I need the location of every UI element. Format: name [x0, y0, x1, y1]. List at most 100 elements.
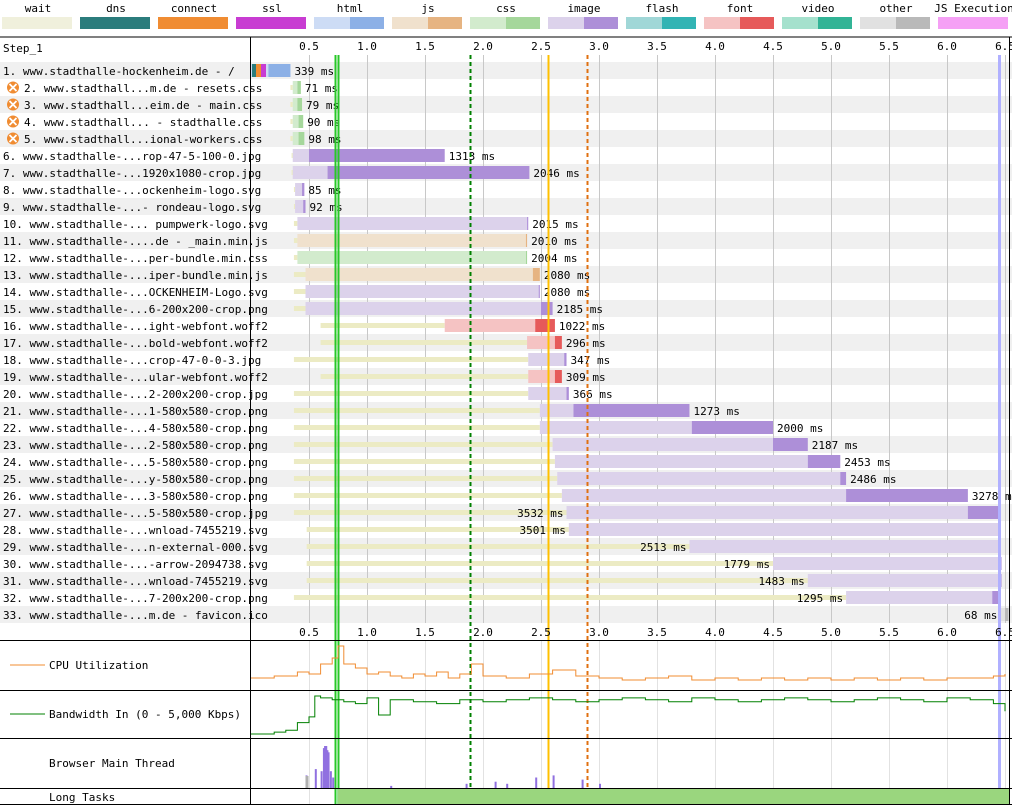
main-thread-bar-4 — [324, 746, 327, 788]
bar-duration-22: 2000 ms — [777, 422, 823, 435]
legend-label-0: wait — [25, 2, 52, 15]
request-label-24: 24. www.stadthalle-...5-580x580-crop.png — [3, 456, 268, 469]
bar-download-14 — [538, 285, 540, 298]
bar-wait-3 — [290, 102, 293, 107]
legend-swatch-light-11 — [860, 17, 896, 29]
bar-duration-28: 3501 ms — [519, 524, 565, 537]
request-label-22: 22. www.stadthalle-...4-580x580-crop.png — [3, 422, 268, 435]
request-label-1: 1. www.stadthalle-hockenheim.de - / — [3, 65, 235, 78]
bar-content-6 — [292, 149, 309, 162]
bar-duration-20: 366 ms — [573, 388, 613, 401]
main-thread-bar-2 — [320, 771, 323, 788]
main-thread-bar-14 — [535, 777, 538, 788]
bar-wait-4 — [290, 119, 293, 124]
bar-content-27 — [566, 506, 968, 519]
bar-duration-26: 3278 ms — [972, 490, 1012, 503]
bar-content-7 — [292, 166, 328, 179]
bar-content-30 — [773, 557, 1001, 570]
main-thread-bar-5 — [325, 746, 328, 788]
legend-label-4: html — [337, 2, 364, 15]
bar-wait-7 — [291, 170, 293, 175]
bar-download-18 — [564, 353, 567, 366]
bar-download-22 — [691, 421, 773, 434]
tick-bottom-8: 4.5 — [763, 626, 783, 639]
bar-duration-11: 2010 ms — [531, 235, 577, 248]
bar-download-9 — [303, 200, 306, 213]
legend-label-3: ssl — [262, 2, 282, 15]
bar-duration-30: 1779 ms — [724, 558, 770, 571]
main-thread-other — [305, 776, 309, 788]
bar-download-19 — [554, 370, 562, 383]
main-thread-bar-13 — [506, 783, 509, 788]
tick-bottom-9: 5.0 — [821, 626, 841, 639]
request-label-31: 31. www.stadthalle-...wnload-7455219.svg — [3, 575, 268, 588]
bar-wait-17 — [320, 340, 528, 345]
legend-swatch-dark-9 — [740, 17, 774, 29]
request-label-26: 26. www.stadthalle-...3-580x580-crop.png — [3, 490, 268, 503]
bar-download-32 — [992, 591, 1001, 604]
legend-swatch-light-0 — [2, 17, 38, 29]
bar-duration-4: 90 ms — [307, 116, 340, 129]
request-label-18: 18. www.stadthalle-...crop-47-0-0-3.jpg — [3, 354, 261, 367]
bar-duration-6: 1313 ms — [449, 150, 495, 163]
tick-top-12: 6.5 — [995, 40, 1012, 53]
bar-wait-28 — [306, 527, 569, 532]
tick-top-4: 2.5 — [531, 40, 551, 53]
bar-wait-29 — [306, 544, 690, 549]
tick-top-8: 4.5 — [763, 40, 783, 53]
bar-wait-15 — [293, 306, 306, 311]
legend-label-11: other — [879, 2, 912, 15]
timing-markers — [334, 55, 1001, 805]
bar-duration-7: 2046 ms — [533, 167, 579, 180]
legend: wait dns connect ssl html js css image flash font… — [2, 2, 1012, 29]
legend-swatch-light-10 — [782, 17, 818, 29]
bar-wait-6 — [291, 153, 293, 158]
bar-content-32 — [846, 591, 993, 604]
bar-ssl-1 — [261, 64, 266, 77]
bar-content-9 — [295, 200, 304, 213]
request-label-28: 28. www.stadthalle-...wnload-7455219.svg — [3, 524, 268, 537]
main-thread-bar-17 — [599, 783, 601, 788]
bar-duration-14: 2080 ms — [544, 286, 590, 299]
bar-download-10 — [527, 217, 529, 230]
tick-bottom-7: 4.0 — [705, 626, 725, 639]
legend-swatch-dark-4 — [350, 17, 384, 29]
bar-duration-12: 2004 ms — [531, 252, 577, 265]
bar-download-23 — [773, 438, 808, 451]
bar-download-24 — [807, 455, 841, 468]
bar-duration-8: 85 ms — [308, 184, 341, 197]
bar-duration-23: 2187 ms — [812, 439, 858, 452]
main-thread-bar-8 — [329, 771, 332, 788]
long-task-bar — [338, 789, 1009, 804]
request-label-7: 7. www.stadthalle-...1920x1080-crop.jpg — [3, 167, 261, 180]
legend-swatch-light-6 — [470, 17, 506, 29]
bar-wait-18 — [293, 357, 529, 362]
bar-duration-31: 1483 ms — [758, 575, 804, 588]
bar-download-12 — [525, 251, 528, 264]
bar-download-4 — [298, 115, 304, 128]
bar-content-23 — [552, 438, 773, 451]
row-bg-32 — [0, 606, 1012, 623]
legend-swatch-dark-3 — [272, 17, 306, 29]
bar-duration-1: 339 ms — [294, 65, 334, 78]
bar-content-29 — [689, 540, 1000, 553]
request-label-4: 4. www.stadthall... - stadthalle.css — [24, 116, 262, 129]
legend-swatch-light-4 — [314, 17, 350, 29]
legend-label-10: video — [801, 2, 834, 15]
main-thread-bar-15 — [552, 775, 555, 788]
bar-content-11 — [297, 234, 526, 247]
legend-label-8: flash — [645, 2, 678, 15]
legend-swatch-dark-6 — [506, 17, 540, 29]
legend-swatch-light-8 — [626, 17, 662, 29]
tick-top-9: 5.0 — [821, 40, 841, 53]
tick-bottom-2: 1.5 — [415, 626, 435, 639]
bar-content-26 — [561, 489, 847, 502]
bar-duration-9: 92 ms — [310, 201, 343, 214]
request-bars: 339 ms 71 ms 79 ms 90 ms 98 ms 1313 ms 2046 ms… — [251, 64, 1012, 622]
tick-bottom-3: 2.0 — [473, 626, 493, 639]
main-thread-bar-3 — [322, 748, 325, 788]
request-label-32: 32. www.stadthalle-...7-200x200-crop.png — [3, 592, 268, 605]
bar-duration-19: 309 ms — [566, 371, 606, 384]
bar-download-2 — [297, 81, 301, 94]
bar-duration-21: 1273 ms — [693, 405, 739, 418]
